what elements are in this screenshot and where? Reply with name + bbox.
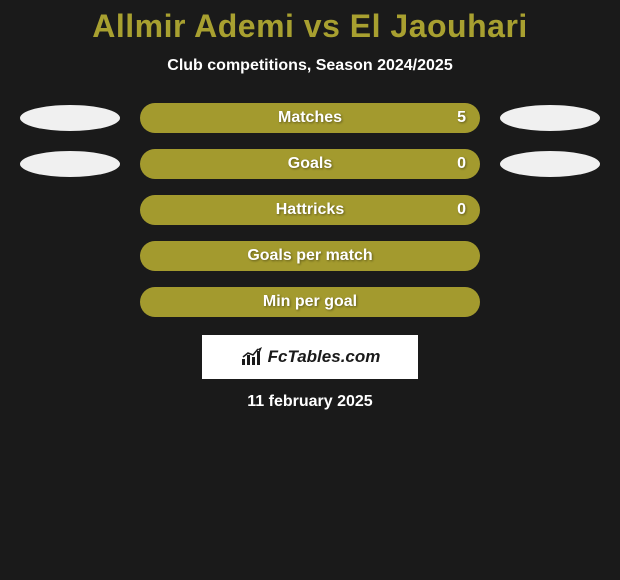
stat-bar: Goals 0: [140, 149, 480, 179]
comparison-subtitle: Club competitions, Season 2024/2025: [0, 57, 620, 75]
date-text: 11 february 2025: [0, 393, 620, 411]
stat-row: Min per goal: [0, 287, 620, 317]
left-ellipse: [20, 151, 120, 177]
comparison-container: Allmir Ademi vs El Jaouhari Club competi…: [0, 0, 620, 411]
stat-value: 0: [457, 201, 466, 219]
stat-row: Hattricks 0: [0, 195, 620, 225]
stat-value: 0: [457, 155, 466, 173]
stat-bar: Goals per match: [140, 241, 480, 271]
stat-label: Matches: [278, 109, 342, 127]
stat-label: Goals: [288, 155, 332, 173]
stat-label: Goals per match: [247, 247, 372, 265]
right-ellipse: [500, 105, 600, 131]
chart-icon: [240, 347, 264, 367]
logo-text: FcTables.com: [268, 347, 381, 367]
right-ellipse: [500, 151, 600, 177]
stat-label: Min per goal: [263, 293, 357, 311]
stats-rows: Matches 5 Goals 0 Hattricks 0 Goals per match M…: [0, 103, 620, 317]
comparison-title: Allmir Ademi vs El Jaouhari: [0, 8, 620, 45]
stat-label: Hattricks: [276, 201, 344, 219]
left-ellipse: [20, 105, 120, 131]
stat-bar: Min per goal: [140, 287, 480, 317]
stat-row: Goals per match: [0, 241, 620, 271]
stat-value: 5: [457, 109, 466, 127]
stat-bar: Matches 5: [140, 103, 480, 133]
logo-box: FcTables.com: [202, 335, 418, 379]
stat-row: Matches 5: [0, 103, 620, 133]
stat-bar: Hattricks 0: [140, 195, 480, 225]
stat-row: Goals 0: [0, 149, 620, 179]
logo-inner: FcTables.com: [240, 347, 381, 367]
